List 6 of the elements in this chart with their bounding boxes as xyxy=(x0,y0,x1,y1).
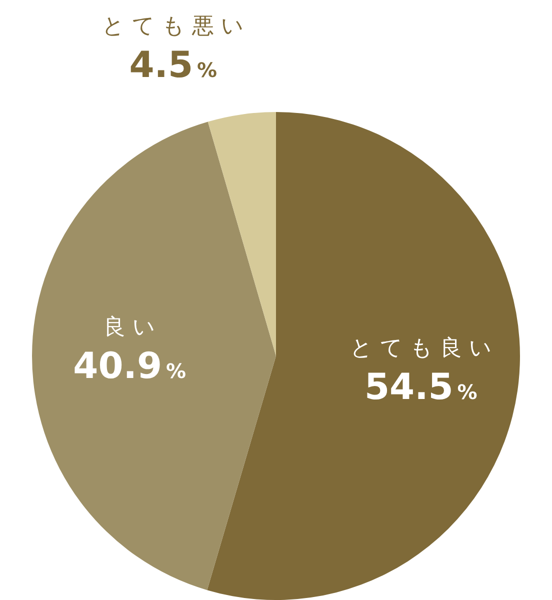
slice-label: と て も 良 い xyxy=(350,336,492,361)
data-label: 4.5% xyxy=(129,45,218,86)
slice-label: 良 い xyxy=(104,314,156,340)
data-label: 54.5% xyxy=(364,366,478,408)
slice-label: と て も 悪 い xyxy=(102,14,244,40)
data-label: 40.9% xyxy=(73,346,186,387)
